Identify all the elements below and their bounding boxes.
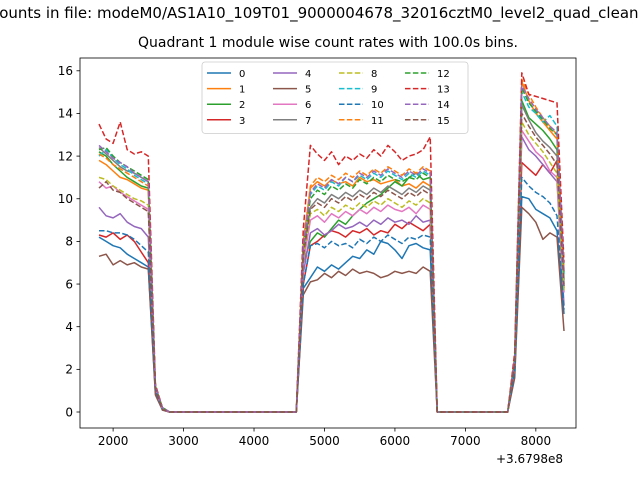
series-lines	[98, 72, 565, 413]
legend-label-15: 15	[437, 116, 450, 127]
legend-label-0: 0	[239, 69, 245, 80]
legend-label-9: 9	[371, 85, 377, 96]
y-tick-label: 12	[58, 149, 73, 163]
y-tick-label: 14	[58, 107, 73, 121]
y-tick-label: 6	[65, 277, 73, 291]
legend-box	[201, 61, 469, 134]
axes-frame	[79, 57, 577, 429]
x-tick-label: 2000	[98, 434, 129, 448]
legend-label-4: 4	[305, 69, 311, 80]
x-tick-label: 4000	[239, 434, 270, 448]
figure-suptitle: Counts in file: modeM0/AS1A10_109T01_900…	[0, 4, 640, 22]
legend-label-11: 11	[371, 116, 384, 127]
legend-label-8: 8	[371, 69, 377, 80]
y-tick-label: 4	[65, 320, 73, 334]
x-tick-label: 5000	[309, 434, 340, 448]
y-tick-label: 10	[58, 192, 73, 206]
chart-title: Quadrant 1 module wise count rates with …	[138, 35, 518, 51]
y-tick-label: 8	[65, 235, 73, 249]
x-axis-offset-label: +3.6798e8	[496, 452, 564, 466]
y-tick-label: 0	[65, 405, 73, 419]
legend-label-5: 5	[305, 85, 311, 96]
legend-label-12: 12	[437, 69, 450, 80]
legend-label-1: 1	[239, 85, 245, 96]
x-tick-label: 6000	[380, 434, 411, 448]
legend-label-7: 7	[305, 116, 311, 127]
series-line-14	[98, 84, 565, 413]
legend-label-13: 13	[437, 85, 450, 96]
x-tick-label: 7000	[450, 434, 481, 448]
x-tick-label: 8000	[521, 434, 552, 448]
y-tick-label: 16	[58, 64, 73, 78]
legend-label-10: 10	[371, 100, 384, 111]
legend-label-3: 3	[239, 116, 245, 127]
legend-label-2: 2	[239, 100, 245, 111]
legend-label-14: 14	[437, 100, 450, 111]
legend-label-6: 6	[305, 100, 311, 111]
x-tick-label: 3000	[168, 434, 199, 448]
y-tick-label: 2	[65, 363, 73, 377]
series-line-15	[98, 112, 565, 413]
